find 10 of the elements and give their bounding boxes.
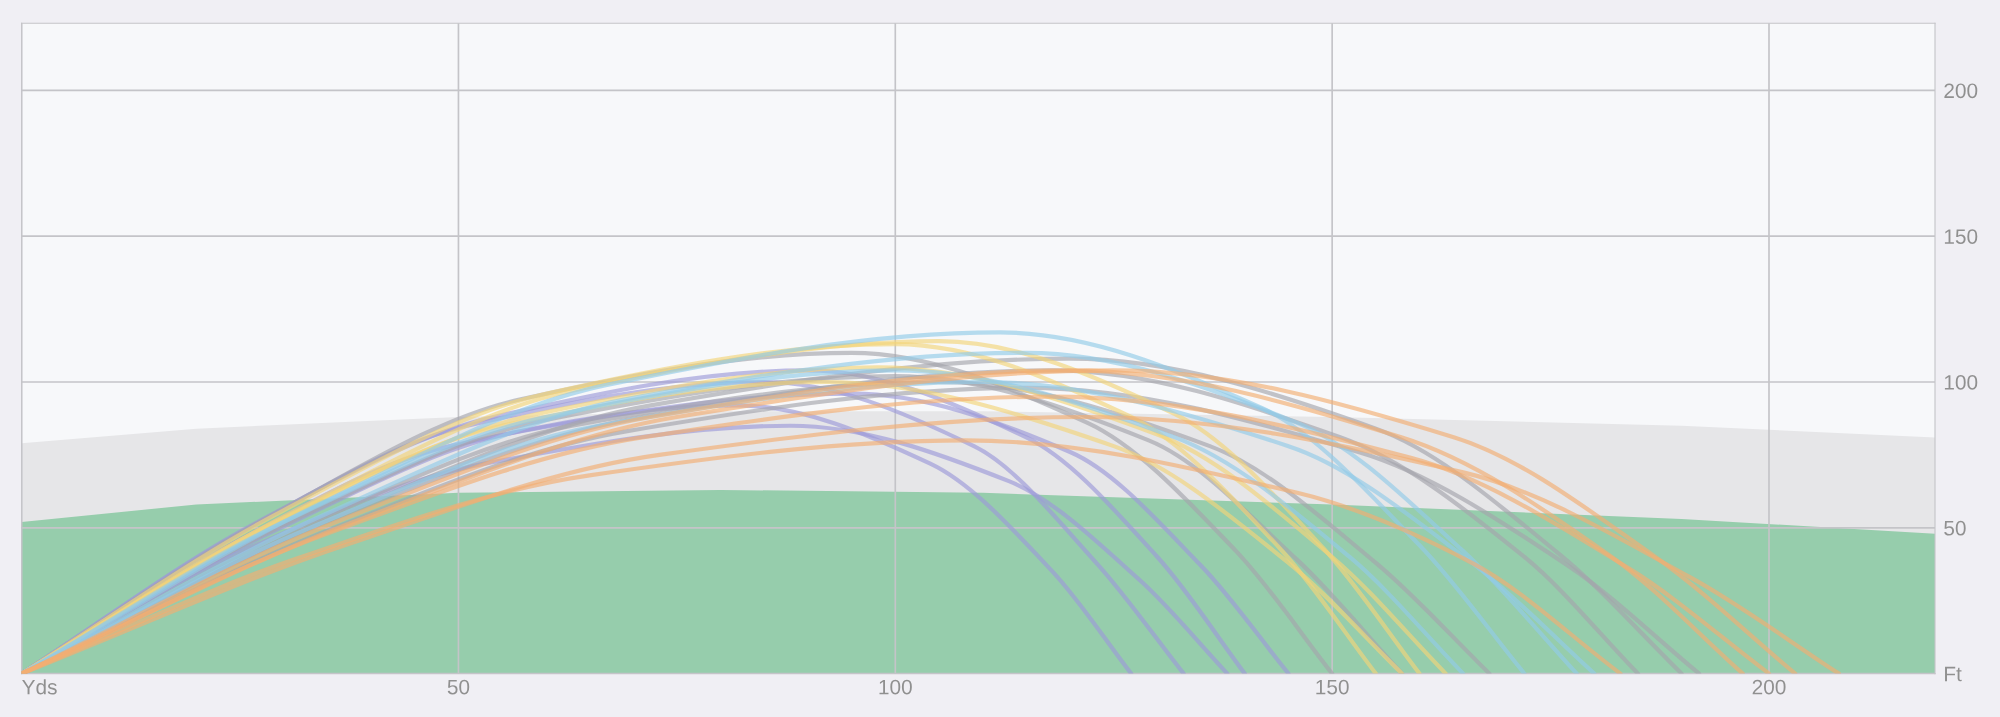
x-tick-label: Yds bbox=[22, 679, 57, 695]
y-tick-label: 200 bbox=[1944, 83, 1978, 99]
x-tick-label: 200 bbox=[1752, 679, 1786, 695]
y-tick-label: 100 bbox=[1944, 375, 1978, 390]
y-tick-label: 150 bbox=[1944, 229, 1978, 244]
y-tick-label: 50 bbox=[1944, 520, 1966, 536]
y-tick-label: Ft bbox=[1945, 666, 1962, 682]
x-tick-label: 50 bbox=[447, 679, 470, 695]
x-tick-label: 100 bbox=[879, 679, 912, 695]
x-tick-label: 150 bbox=[1316, 679, 1349, 695]
